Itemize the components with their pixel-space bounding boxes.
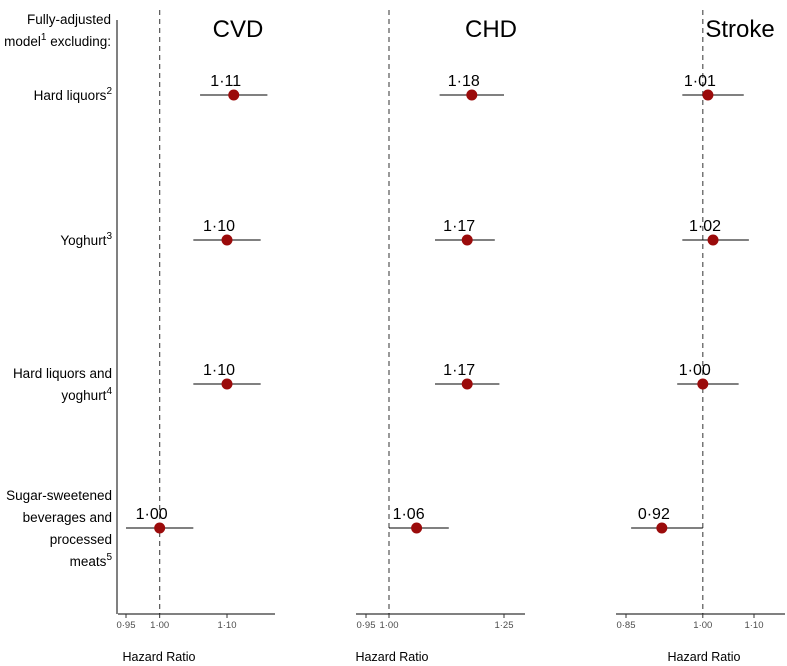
x-tick-label: 0·85	[616, 620, 635, 631]
estimate-label: 1·02	[689, 218, 721, 235]
estimate-label: 1·11	[210, 73, 241, 90]
point-estimate	[656, 522, 668, 534]
row-label-1-line-1: Hard liquors2	[34, 86, 113, 103]
x-tick-label: 1·00	[379, 620, 398, 631]
panel-title-stroke: Stroke	[705, 16, 774, 43]
estimate-label: 1·01	[684, 73, 716, 90]
x-tick-label: 0·95	[116, 620, 135, 631]
header-line-1: Fully-adjusted	[27, 12, 111, 27]
estimate-label: 1·18	[448, 73, 480, 90]
x-tick-label: 1·00	[150, 620, 169, 631]
row-label-4-line-3: processed	[50, 532, 112, 547]
row-label-3-line-2: yoghurt4	[61, 386, 112, 403]
estimate-label: 1·10	[203, 362, 235, 379]
row-label-4-line-2: beverages and	[23, 510, 112, 525]
x-tick-label: 1·10	[217, 620, 236, 631]
x-axis-title: Hazard Ratio	[356, 650, 429, 664]
point-estimate	[411, 522, 423, 534]
estimate-label: 1·06	[393, 506, 425, 523]
x-axis-title: Hazard Ratio	[668, 650, 741, 664]
x-tick-label: 1·25	[494, 620, 513, 631]
point-estimate	[697, 378, 709, 390]
panel-cvd: CVD 0·95 1·00 1·10 Hazard Ratio 1·11 1·10 1·10 1…	[116, 10, 275, 664]
x-tick-label: 1·00	[693, 620, 712, 631]
x-tick-label: 1·10	[744, 620, 763, 631]
x-tick-label: 0·95	[356, 620, 375, 631]
estimate-label: 1·17	[443, 218, 475, 235]
point-estimate	[221, 378, 233, 390]
estimate-label: 1·17	[443, 362, 475, 379]
panel-title-cvd: CVD	[213, 16, 264, 43]
point-estimate	[154, 522, 166, 534]
point-estimate	[221, 234, 233, 246]
panel-stroke: Stroke 0·85 1·00 1·10 Hazard Ratio 1·01 1·02 1·…	[616, 10, 785, 664]
panel-chd: CHD 0·95 1·00 1·25 Hazard Ratio 1·18 1·17 1·17 1…	[356, 10, 525, 664]
estimate-label: 1·10	[203, 218, 235, 235]
estimate-label: 0·92	[638, 506, 670, 523]
point-estimate	[466, 89, 478, 101]
row-label-3-line-1: Hard liquors and	[13, 366, 112, 381]
panel-title-chd: CHD	[465, 16, 517, 43]
row-label-4-line-1: Sugar-sweetened	[6, 488, 112, 503]
estimate-label: 1·00	[136, 506, 168, 523]
row-label-4-line-4: meats5	[70, 552, 113, 569]
header-line-2: model1 excluding:	[4, 32, 111, 49]
point-estimate	[461, 234, 473, 246]
x-axis-title: Hazard Ratio	[123, 650, 196, 664]
point-estimate	[707, 234, 719, 246]
estimate-label: 1·00	[679, 362, 711, 379]
row-label-2-line-1: Yoghurt3	[60, 231, 112, 248]
point-estimate	[228, 89, 240, 101]
point-estimate	[702, 89, 714, 101]
point-estimate	[461, 378, 473, 390]
